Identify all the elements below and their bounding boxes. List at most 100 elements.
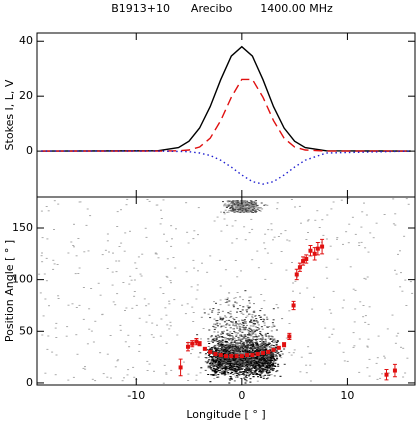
speckle — [262, 371, 265, 373]
speckle — [292, 352, 295, 354]
speckle — [221, 357, 224, 359]
speckle — [203, 312, 206, 314]
speckle — [225, 324, 228, 326]
speckle — [257, 376, 259, 378]
speckle — [263, 369, 266, 371]
speckle — [354, 233, 357, 235]
speckle — [245, 342, 248, 344]
speckle — [324, 363, 326, 365]
speckle — [233, 330, 236, 332]
speckle — [248, 355, 251, 357]
speckle — [243, 363, 246, 365]
speckle — [244, 290, 247, 292]
speckle — [230, 347, 233, 349]
speckle — [270, 374, 273, 376]
speckle — [116, 360, 119, 362]
speckle — [276, 208, 279, 210]
speckle — [332, 328, 335, 330]
speckle — [216, 336, 219, 338]
speckle — [246, 204, 249, 206]
speckle — [222, 348, 225, 350]
speckle — [241, 353, 244, 355]
speckle — [217, 347, 220, 349]
speckle — [238, 356, 241, 357]
speckle — [197, 234, 199, 236]
speckle — [409, 281, 412, 283]
speckle — [256, 322, 259, 324]
speckle — [141, 253, 144, 255]
speckle — [219, 363, 222, 365]
speckle — [227, 351, 230, 353]
speckle — [232, 368, 234, 370]
speckle — [152, 336, 155, 338]
speckle — [253, 370, 256, 372]
speckle — [243, 342, 246, 344]
speckle — [238, 348, 241, 349]
speckle — [231, 207, 234, 209]
speckle — [230, 202, 233, 204]
speckle — [234, 369, 237, 371]
speckle — [222, 360, 225, 362]
speckle — [263, 204, 266, 206]
speckle — [234, 297, 237, 299]
speckle — [127, 334, 130, 336]
speckle — [243, 344, 246, 346]
speckle — [215, 302, 217, 304]
speckle — [45, 257, 48, 259]
speckle — [246, 362, 249, 363]
speckle — [241, 201, 244, 202]
chart-title: B1913+10 Arecibo 1400.00 MHz — [111, 2, 333, 15]
speckle — [250, 211, 253, 213]
speckle — [213, 378, 216, 380]
pa-point — [312, 251, 317, 256]
speckle — [233, 358, 236, 360]
speckle — [248, 344, 251, 346]
speckle — [239, 202, 242, 204]
speckle — [237, 202, 240, 204]
speckle — [249, 378, 252, 380]
speckle — [111, 284, 114, 286]
speckle — [249, 325, 252, 327]
speckle — [106, 353, 109, 355]
speckle — [259, 373, 262, 375]
speckle — [273, 339, 276, 341]
speckle — [292, 282, 295, 284]
speckle — [244, 209, 246, 211]
speckle — [265, 366, 267, 368]
speckle — [276, 358, 279, 360]
speckle — [258, 365, 261, 367]
speckle — [377, 335, 380, 337]
speckle — [270, 359, 272, 361]
speckle — [271, 344, 273, 346]
speckle — [213, 301, 215, 303]
speckle — [220, 358, 222, 360]
speckle — [242, 329, 245, 331]
speckle — [191, 306, 194, 308]
speckle — [367, 251, 370, 253]
speckle — [267, 368, 270, 370]
speckle — [272, 352, 274, 354]
speckle — [248, 366, 250, 367]
speckle — [358, 371, 361, 373]
speckle — [213, 323, 216, 325]
speckle — [255, 336, 258, 337]
speckle — [224, 350, 227, 352]
speckle — [260, 360, 262, 361]
speckle — [235, 334, 238, 336]
speckle — [170, 245, 173, 247]
speckle — [265, 335, 268, 337]
speckle — [309, 364, 312, 366]
speckle — [246, 337, 249, 339]
speckle — [248, 363, 251, 365]
speckle — [207, 338, 210, 340]
speckle — [160, 318, 163, 320]
speckle — [383, 355, 386, 357]
speckle — [239, 370, 242, 372]
speckle — [224, 326, 227, 328]
speckle — [209, 362, 212, 364]
speckle — [226, 201, 229, 203]
speckle — [249, 328, 252, 330]
speckle — [228, 363, 230, 365]
speckle — [219, 316, 222, 318]
